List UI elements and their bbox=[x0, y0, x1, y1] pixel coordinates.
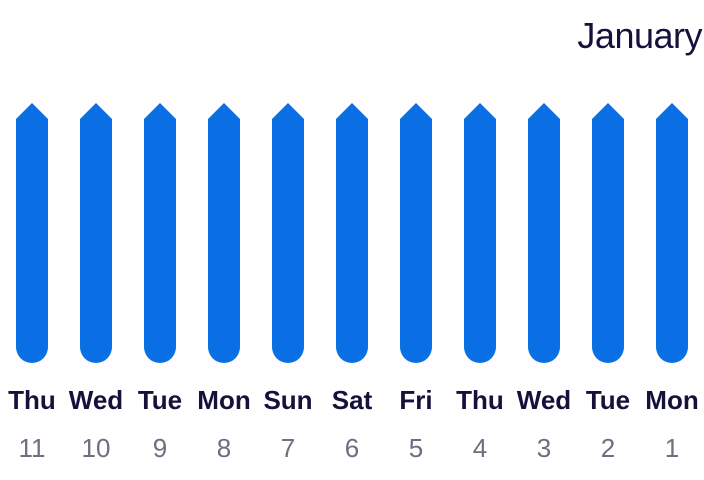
day-item[interactable]: Wed 10 bbox=[64, 100, 128, 470]
day-item[interactable]: Mon 1 bbox=[640, 100, 704, 470]
day-bar bbox=[400, 103, 432, 363]
weekday-label: Wed bbox=[68, 385, 124, 415]
day-item[interactable]: Thu 11 bbox=[0, 100, 64, 470]
day-bar bbox=[592, 103, 624, 363]
day-number: 9 bbox=[152, 433, 168, 463]
month-title: January bbox=[577, 15, 702, 56]
day-item[interactable]: Tue 9 bbox=[128, 100, 192, 470]
weekday-label: Tue bbox=[585, 385, 631, 415]
weekday-label: Tue bbox=[137, 385, 183, 415]
day-item[interactable]: Fri 5 bbox=[384, 100, 448, 470]
weekday-label: Sat bbox=[331, 385, 373, 415]
day-item[interactable]: Sun 7 bbox=[256, 100, 320, 470]
day-number: 8 bbox=[216, 433, 232, 463]
day-bar bbox=[528, 103, 560, 363]
day-item[interactable]: Tue 2 bbox=[576, 100, 640, 470]
weekday-label: Sun bbox=[263, 385, 313, 415]
day-bar bbox=[656, 103, 688, 363]
day-bar bbox=[272, 103, 304, 363]
day-bar bbox=[80, 103, 112, 363]
day-bar bbox=[336, 103, 368, 363]
weekday-label: Wed bbox=[516, 385, 572, 415]
day-number: 7 bbox=[280, 433, 296, 463]
day-bar bbox=[16, 103, 48, 363]
day-number: 6 bbox=[344, 433, 360, 463]
day-number: 5 bbox=[408, 433, 424, 463]
weekday-label: Thu bbox=[8, 385, 56, 415]
day-number: 2 bbox=[600, 433, 616, 463]
day-bar bbox=[464, 103, 496, 363]
day-item[interactable]: Sat 6 bbox=[320, 100, 384, 470]
day-item[interactable]: Thu 4 bbox=[448, 100, 512, 470]
weekday-label: Thu bbox=[456, 385, 504, 415]
day-number: 4 bbox=[472, 433, 488, 463]
day-item[interactable]: Wed 3 bbox=[512, 100, 576, 470]
day-number: 10 bbox=[81, 433, 111, 463]
day-number: 1 bbox=[664, 433, 680, 463]
weekday-label: Mon bbox=[197, 385, 251, 415]
day-bar bbox=[144, 103, 176, 363]
day-bar bbox=[208, 103, 240, 363]
weekday-label: Fri bbox=[399, 385, 433, 415]
weekday-label: Mon bbox=[645, 385, 699, 415]
day-number: 11 bbox=[18, 433, 46, 463]
day-item[interactable]: Mon 8 bbox=[192, 100, 256, 470]
day-number: 3 bbox=[536, 433, 552, 463]
